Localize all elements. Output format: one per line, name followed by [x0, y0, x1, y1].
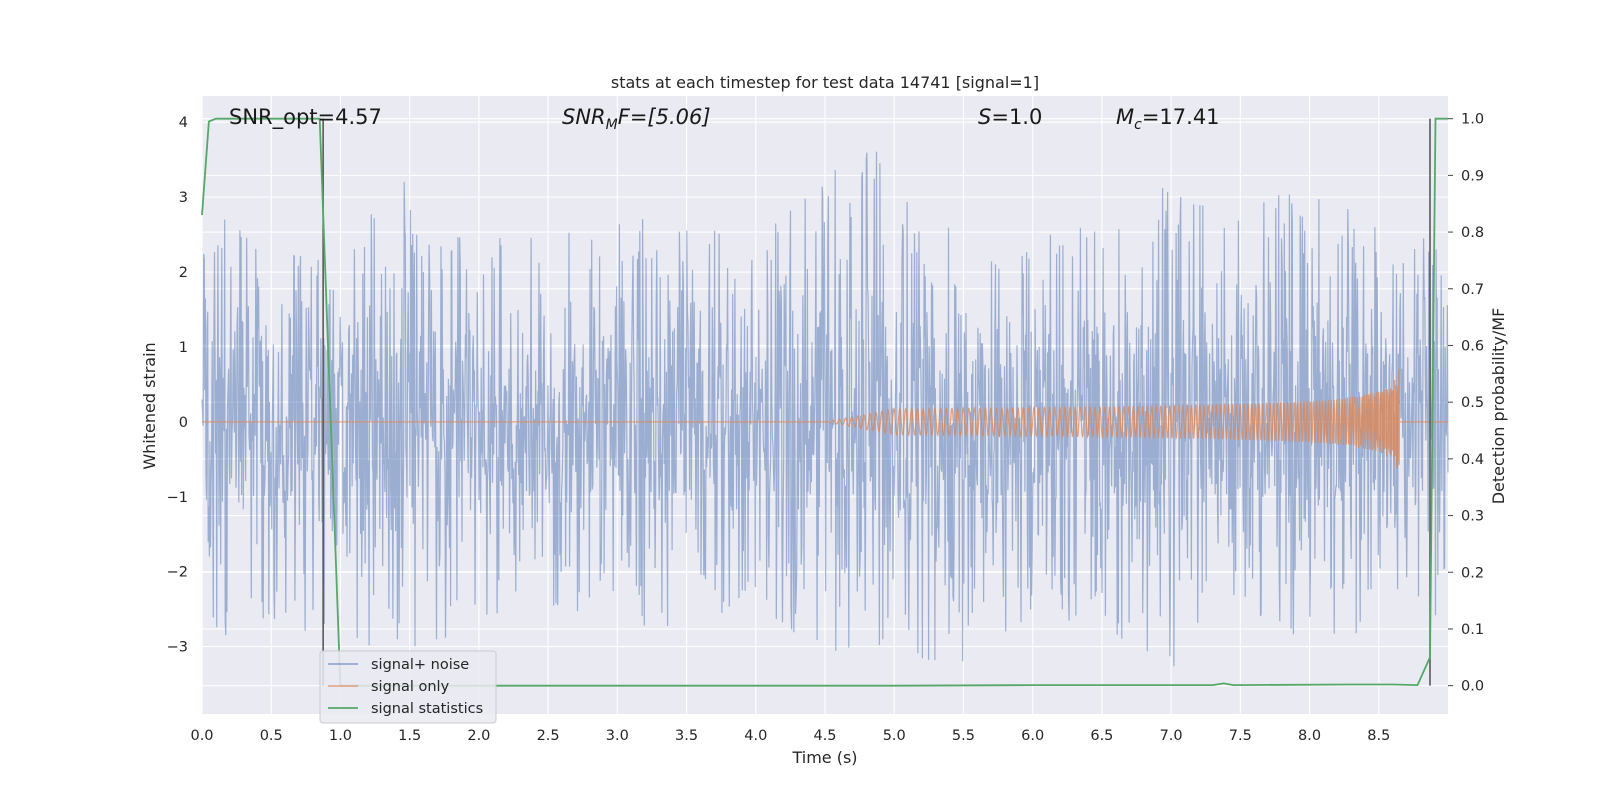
x-tick-label: 8.0 — [1298, 728, 1321, 744]
chart-title: stats at each timestep for test data 147… — [611, 73, 1039, 92]
x-tick-label: 4.5 — [813, 728, 836, 744]
x-tick-label: 7.0 — [1160, 728, 1183, 744]
signal-noise-line — [201, 151, 1449, 667]
y-tick-label: 3 — [179, 190, 188, 206]
x-tick-label: 2.0 — [467, 728, 490, 744]
y-tick-label: 0 — [179, 415, 188, 431]
y2-tick-label: 0.0 — [1461, 679, 1484, 695]
signal-only-line — [202, 369, 1448, 469]
y2-tick-label: 0.6 — [1461, 338, 1484, 354]
x-tick-label: 8.5 — [1367, 728, 1390, 744]
s-value: =1.0 — [991, 105, 1042, 129]
y2-tick-label: 0.2 — [1461, 565, 1484, 581]
y2-tick-label: 1.0 — [1461, 112, 1484, 128]
y2-tick-label: 0.5 — [1461, 395, 1484, 411]
x-tick-label: 6.5 — [1090, 728, 1113, 744]
signal-only-series — [202, 369, 1448, 469]
snr-mf-base: SNR — [562, 105, 606, 129]
signal-noise-series — [201, 151, 1449, 667]
legend: signal+ noise signal only signal statist… — [319, 650, 497, 724]
y2-tick-label: 0.3 — [1461, 509, 1484, 525]
x-tick-label: 6.0 — [1021, 728, 1044, 744]
annotation-mc: Mc=17.41 — [1116, 105, 1220, 133]
y-axis-label: Whitened strain — [140, 342, 159, 469]
y2-tick-label: 0.1 — [1461, 622, 1484, 638]
mc-sub: c — [1134, 117, 1142, 133]
legend-label-signal-statistics: signal statistics — [371, 701, 483, 717]
snr-mf-sub: M — [606, 117, 618, 133]
y2-axis-label: Detection probability/MF — [1489, 308, 1508, 505]
legend-label-signal-only: signal only — [371, 679, 450, 695]
x-tick-label: 4.0 — [744, 728, 767, 744]
s-italic: S — [978, 105, 991, 129]
mc-value: =17.41 — [1142, 105, 1220, 129]
x-tick-label: 0.0 — [190, 728, 213, 744]
x-tick-label: 3.5 — [675, 728, 698, 744]
y2-tick-label: 0.8 — [1461, 225, 1484, 241]
annotation-snr-opt: SNR_opt=4.57 — [229, 105, 382, 130]
signal-statistics-series — [201, 117, 1448, 687]
y-tick-label: −2 — [167, 565, 188, 581]
snr-mf-rest: F=[5.06] — [618, 105, 711, 129]
y-tick-label: 4 — [179, 115, 188, 131]
x-axis-label: Time (s) — [791, 748, 857, 767]
annotation-snr-mf: SNRMF=[5.06] — [562, 105, 711, 133]
x-tick-label: 3.0 — [606, 728, 629, 744]
y-tick-label: 1 — [179, 340, 188, 356]
legend-box — [319, 650, 497, 724]
y-tick-label: −1 — [167, 490, 188, 506]
y2-tick-label: 0.4 — [1461, 452, 1484, 468]
x-tick-label: 2.5 — [537, 728, 560, 744]
signal-statistics-line — [201, 117, 1448, 687]
y-axis-ticks: 4 3 2 1 0 −1 −2 −3 — [167, 115, 188, 655]
y2-tick-label: 0.7 — [1461, 282, 1484, 298]
y2-tick-label: 0.9 — [1461, 168, 1484, 184]
legend-label-signal-noise: signal+ noise — [371, 657, 469, 673]
x-tick-label: 1.5 — [398, 728, 421, 744]
y-tick-label: 2 — [179, 265, 188, 281]
y2-axis-ticks: 1.0 0.9 0.8 0.7 0.6 0.5 0.4 0.3 0.2 0.1 0.0 — [1448, 112, 1484, 695]
annotation-s: S=1.0 — [978, 105, 1042, 129]
x-tick-label: 0.5 — [260, 728, 283, 744]
x-tick-label: 5.0 — [883, 728, 906, 744]
y-tick-label: −3 — [167, 640, 188, 656]
x-tick-label: 1.0 — [329, 728, 352, 744]
mc-base: M — [1116, 105, 1134, 129]
x-axis-ticks: 0.0 0.5 1.0 1.5 2.0 2.5 3.0 3.5 4.0 4.5 5.0 5.5 6.0 6… — [190, 728, 1390, 744]
x-tick-label: 7.5 — [1229, 728, 1252, 744]
x-tick-label: 5.5 — [952, 728, 975, 744]
